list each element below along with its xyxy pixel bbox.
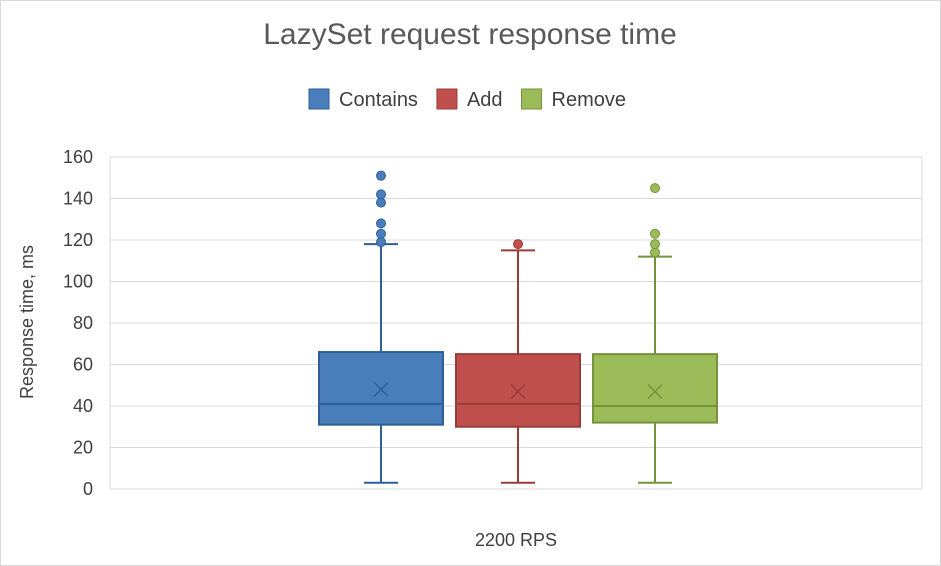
- iqr-box: [592, 353, 718, 424]
- y-tick-label: 80: [73, 313, 93, 333]
- outlier-point: [650, 228, 660, 239]
- y-tick-label: 20: [73, 438, 93, 458]
- legend-label: Contains: [339, 89, 418, 111]
- mean-marker: [510, 383, 526, 400]
- outlier-point: [650, 247, 660, 258]
- y-tick-label: 120: [63, 230, 93, 250]
- legend-swatch: [436, 88, 458, 110]
- legend-label: Add: [467, 89, 503, 111]
- box-series: [318, 170, 718, 484]
- y-tick-label: 140: [63, 189, 93, 209]
- box-contains: [318, 170, 444, 484]
- outlier-point: [376, 170, 386, 181]
- x-axis-categories: 2200 RPS: [475, 530, 557, 550]
- box-add: [455, 239, 581, 484]
- outlier-point: [376, 218, 386, 229]
- x-category-label: 2200 RPS: [475, 530, 557, 550]
- legend-item: Add: [436, 88, 503, 111]
- y-tick-label: 160: [63, 147, 93, 167]
- y-tick-label: 40: [73, 396, 93, 416]
- outlier-point: [513, 239, 523, 250]
- chart-title: LazySet request response time: [263, 18, 677, 51]
- legend-item: Remove: [521, 88, 626, 111]
- y-axis-label: Response time, ms: [17, 245, 37, 399]
- outlier-point: [376, 237, 386, 248]
- legend-item: Contains: [308, 88, 418, 111]
- legend-swatch: [308, 88, 330, 110]
- legend: Contains Add Remove: [308, 88, 626, 111]
- y-axis-ticks: 0 20 40 60 80 100 120 140 160: [63, 147, 93, 499]
- y-tick-label: 60: [73, 355, 93, 375]
- mean-marker: [647, 383, 663, 400]
- y-tick-label: 100: [63, 272, 93, 292]
- legend-swatch: [521, 88, 543, 110]
- outlier-point: [376, 197, 386, 208]
- mean-marker: [373, 381, 389, 397]
- outlier-point: [376, 189, 386, 200]
- outlier-point: [650, 183, 660, 194]
- gridlines: [109, 156, 923, 490]
- box-remove: [592, 183, 718, 484]
- legend-label: Remove: [552, 89, 626, 111]
- outlier-point: [650, 239, 660, 250]
- outlier-point: [376, 228, 386, 239]
- y-tick-label: 0: [83, 479, 93, 499]
